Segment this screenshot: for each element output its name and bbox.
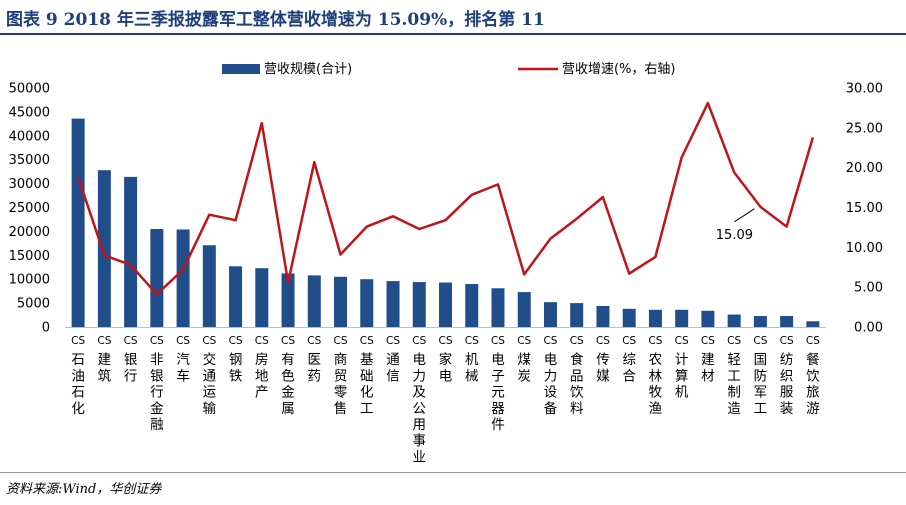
annotation-leader: [734, 208, 755, 223]
category-label: CS 有色金属: [281, 335, 295, 417]
bar: [202, 245, 216, 327]
page-title: 图表 9 2018 年三季报披露军工整体营收增速为 15.09%，排名第 11: [6, 10, 545, 30]
line-series: [76, 101, 815, 296]
right-tick-label: 25.00: [846, 121, 883, 136]
right-tick-label: 20.00: [846, 161, 883, 176]
bar: [465, 283, 479, 327]
category-label: CS 轻工制造: [727, 335, 741, 417]
bar: [806, 321, 820, 327]
category-label: CS 钢铁: [229, 335, 243, 384]
bar: [491, 288, 505, 327]
left-tick-label: 0: [42, 321, 50, 336]
category-label: CS 房地产: [255, 335, 269, 401]
bar: [648, 309, 662, 327]
bar: [570, 303, 584, 327]
footer-divider: [0, 472, 906, 473]
annotation: 15.09: [716, 208, 755, 243]
right-axis: 0.00 5.00 10.00 15.00 20.00 25.00 30.00: [846, 82, 883, 336]
bar: [229, 266, 243, 327]
bar: [386, 281, 400, 327]
bar: [701, 310, 715, 327]
bar: [97, 170, 111, 327]
category-label: CS 综合: [622, 335, 636, 384]
bar: [675, 309, 689, 327]
category-label: CS 医药: [307, 335, 321, 384]
title-bar: 图表 9 2018 年三季报披露军工整体营收增速为 15.09%，排名第 11: [0, 0, 906, 32]
category-label: CS 机械: [465, 335, 479, 384]
category-label: CS 国防军工: [753, 335, 767, 417]
bar: [727, 314, 741, 327]
category-label: CS 计算机: [675, 335, 689, 401]
left-tick-label: 25000: [9, 201, 50, 216]
annotation-label: 15.09: [716, 228, 753, 243]
right-tick-label: 0.00: [854, 321, 883, 336]
right-tick-label: 5.00: [854, 281, 883, 296]
left-tick-label: 5000: [17, 297, 50, 312]
bar: [622, 308, 636, 327]
bar: [780, 316, 794, 327]
legend-line-label: 营收增速(%，右轴): [562, 62, 676, 77]
bar: [334, 276, 348, 327]
bar-series: [71, 118, 820, 327]
category-labels: CS 石油石化 CS 建筑 CS 银行 CS 非银行金融 CS 汽车 CS 交通运输 CS 钢铁 CS 房地产…: [71, 335, 820, 465]
legend-bar-swatch: [222, 64, 260, 74]
category-label: CS 商贸零售: [334, 335, 348, 417]
category-label: CS 餐饮旅游: [806, 335, 820, 417]
category-label: CS 建筑: [97, 335, 111, 384]
bar: [150, 229, 164, 327]
bar: [307, 275, 321, 327]
bar: [439, 282, 452, 327]
right-tick-label: 10.00: [846, 241, 883, 256]
legend: 营收规模(合计) 营收增速(%，右轴): [222, 62, 676, 77]
left-tick-label: 45000: [9, 105, 50, 120]
bar: [124, 176, 138, 327]
left-tick-label: 40000: [9, 129, 50, 144]
category-label: CS 汽车: [176, 335, 190, 384]
bar: [71, 118, 85, 327]
category-label: CS 家电: [439, 335, 453, 384]
bar: [360, 279, 374, 327]
category-label: CS 传媒: [596, 335, 610, 384]
category-label: CS 煤炭: [517, 335, 531, 384]
bar: [255, 268, 269, 327]
left-tick-label: 50000: [9, 82, 50, 97]
left-axis: 0 5000 10000 15000 20000 25000 30000 35000 40000…: [9, 82, 826, 336]
growth-line: [76, 101, 815, 296]
left-tick-label: 30000: [9, 177, 50, 192]
category-label: CS 石油石化: [71, 335, 85, 417]
category-label: CS 电力及公用事业: [412, 335, 426, 465]
bar: [281, 273, 295, 327]
category-label: CS 银行: [124, 335, 138, 384]
category-label: CS 基础化工: [360, 335, 374, 417]
category-label: CS 建材: [701, 335, 715, 384]
bar: [753, 316, 767, 327]
bar: [517, 292, 531, 327]
bar: [543, 302, 557, 327]
left-tick-label: 20000: [9, 225, 50, 240]
category-label: CS 食品饮料: [570, 335, 584, 417]
category-label: CS 交通运输: [202, 335, 216, 417]
category-label: CS 纺织服装: [780, 335, 794, 417]
category-label: CS 农林牧渔: [648, 335, 662, 417]
right-tick-label: 15.00: [846, 201, 883, 216]
chart: 营收规模(合计) 营收增速(%，右轴) 0 5000 10000 15000 20000…: [9, 62, 883, 465]
category-label: CS 通信: [386, 335, 400, 384]
bar: [176, 229, 190, 327]
category-label: CS 非银行金融: [150, 335, 164, 433]
category-label: CS 电子元器件: [491, 335, 505, 433]
bar: [596, 305, 610, 327]
left-tick-label: 35000: [9, 153, 50, 168]
left-tick-label: 15000: [9, 249, 50, 264]
title-divider: [0, 33, 906, 35]
category-label: CS 电力设备: [543, 335, 557, 417]
source-note: 资料来源:Wind，华创证券: [6, 482, 162, 497]
legend-bar-label: 营收规模(合计): [264, 62, 352, 77]
right-tick-label: 30.00: [846, 82, 883, 97]
left-tick-label: 10000: [9, 273, 50, 288]
bar: [412, 282, 426, 327]
